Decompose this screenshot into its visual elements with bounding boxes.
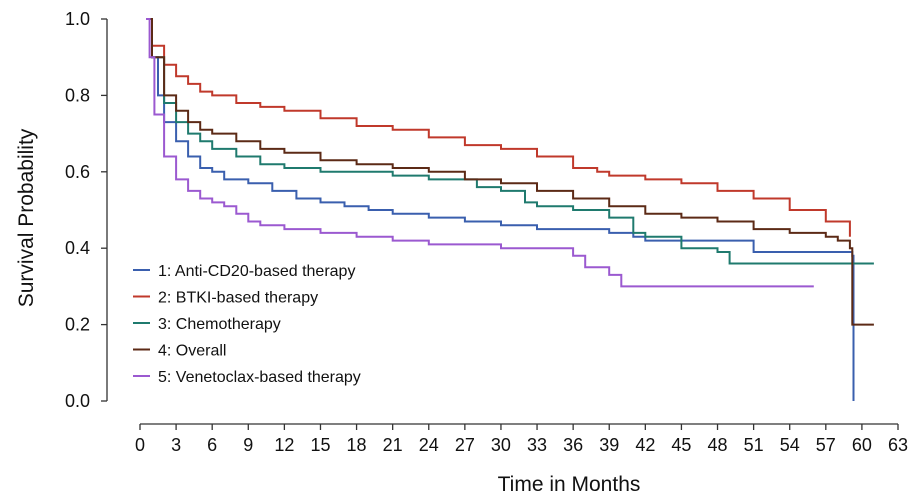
x-axis-ticks: 0 3 6 9 12 15 18 21 24 27 30 33 36 39 42 45 48 51 54 57 60 63 xyxy=(135,424,908,455)
axes xyxy=(106,19,898,425)
x-tick-label: 63 xyxy=(888,435,908,455)
y-tick-label: 0.2 xyxy=(65,315,90,335)
series-lines xyxy=(146,18,874,401)
series-line-4 xyxy=(146,18,874,326)
x-tick-label: 0 xyxy=(135,435,145,455)
y-tick-label: 1.0 xyxy=(65,9,90,29)
x-tick-label: 21 xyxy=(383,435,403,455)
x-tick-label: 36 xyxy=(563,435,583,455)
y-axis-ticks: 0.0 0.2 0.4 0.6 0.8 1.0 xyxy=(65,9,107,411)
x-tick-label: 57 xyxy=(816,435,836,455)
legend-label: 1: Anti-CD20-based therapy xyxy=(158,263,355,280)
y-tick-label: 0.4 xyxy=(65,238,90,258)
x-tick-label: 27 xyxy=(455,435,475,455)
x-tick-label: 42 xyxy=(635,435,655,455)
x-tick-label: 51 xyxy=(744,435,764,455)
x-tick-label: 45 xyxy=(671,435,691,455)
y-axis-title: Survival Probability xyxy=(15,128,38,307)
x-tick-label: 24 xyxy=(419,435,439,455)
x-tick-label: 30 xyxy=(491,435,511,455)
legend-label: 5: Venetoclax-based therapy xyxy=(158,369,361,386)
legend: 1: Anti-CD20-based therapy 2: BTKI-based … xyxy=(133,263,361,386)
x-tick-label: 60 xyxy=(852,435,872,455)
y-tick-label: 0.8 xyxy=(65,85,90,105)
y-tick-label: 0.6 xyxy=(65,162,90,182)
x-tick-label: 6 xyxy=(207,435,217,455)
series-line-1 xyxy=(146,18,855,401)
x-tick-label: 48 xyxy=(708,435,728,455)
legend-label: 2: BTKI-based therapy xyxy=(158,290,318,307)
series-line-5 xyxy=(146,18,814,288)
x-tick-label: 54 xyxy=(780,435,800,455)
x-tick-label: 15 xyxy=(310,435,330,455)
legend-label: 3: Chemotherapy xyxy=(158,316,281,333)
legend-label: 4: Overall xyxy=(158,343,226,360)
x-tick-label: 12 xyxy=(274,435,294,455)
x-tick-label: 33 xyxy=(527,435,547,455)
x-tick-label: 18 xyxy=(347,435,367,455)
series-line-2 xyxy=(146,18,851,237)
x-tick-label: 3 xyxy=(171,435,181,455)
x-tick-label: 39 xyxy=(599,435,619,455)
x-axis-title: Time in Months xyxy=(498,473,641,496)
y-tick-label: 0.0 xyxy=(65,391,90,411)
x-tick-label: 9 xyxy=(243,435,253,455)
